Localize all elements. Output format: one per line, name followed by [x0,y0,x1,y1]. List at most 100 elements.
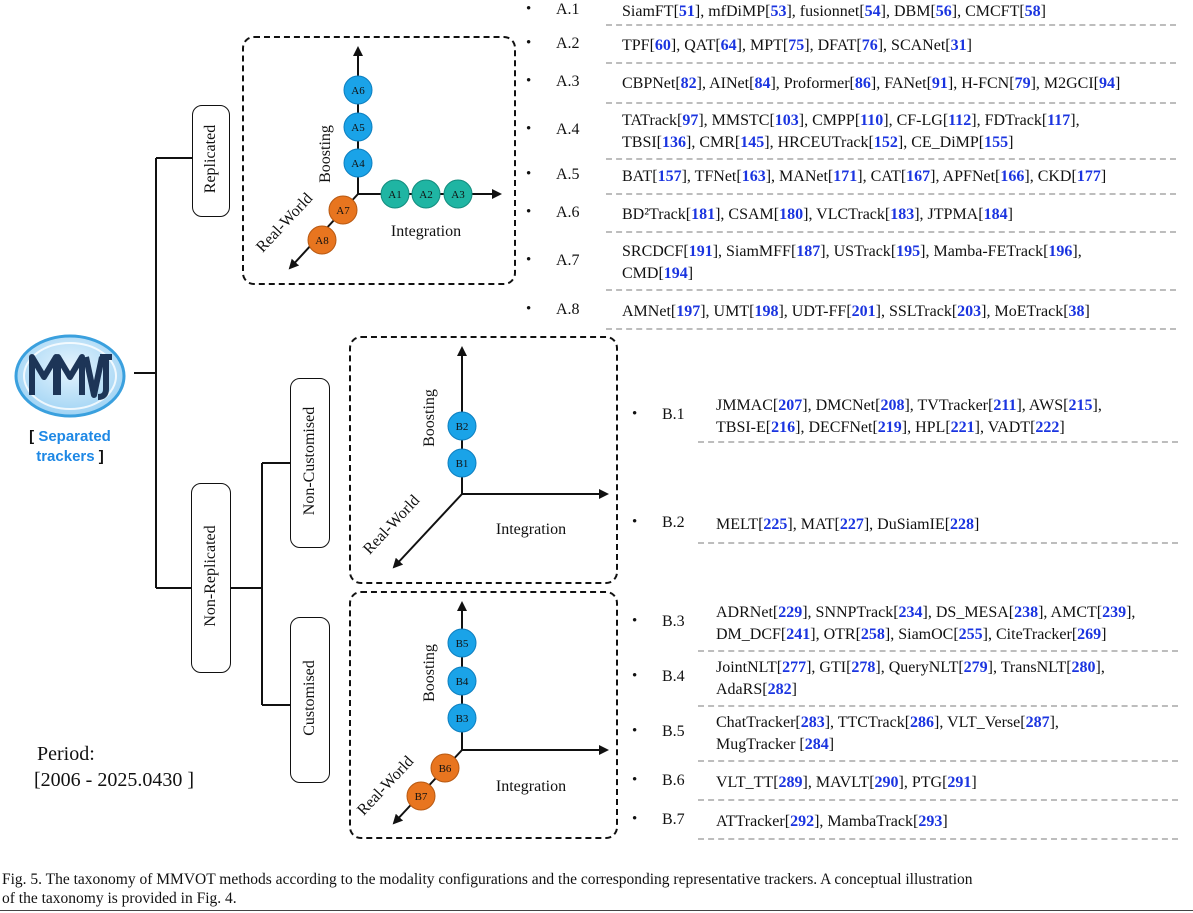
citation-number[interactable]: 293 [918,813,943,830]
citation-number[interactable]: 282 [767,681,792,698]
citation-number[interactable]: 64 [720,37,737,54]
citation-number[interactable]: 234 [898,604,923,621]
tracker-row-text: JointNLT[277], GTI[278], QueryNLT[279], … [716,657,1105,701]
citation-number[interactable]: 239 [1102,604,1127,621]
citation-number[interactable]: 180 [779,206,804,223]
citation-number[interactable]: 269 [1077,626,1102,643]
tracker-row-line: BAT[157], TFNet[163], MANet[171], CAT[16… [622,168,1107,185]
citation-number[interactable]: 117 [1047,112,1071,129]
citation-number[interactable]: 79 [1014,75,1031,92]
citation-number[interactable]: 75 [788,37,805,54]
citation-number[interactable]: 136 [662,134,686,151]
citation-number[interactable]: 171 [833,168,858,185]
citation-number[interactable]: 51 [678,3,695,20]
citation-number[interactable]: 191 [688,243,713,260]
citation-number[interactable]: 280 [1071,659,1096,676]
citation-number[interactable]: 208 [880,397,905,414]
svg-text:A3: A3 [451,189,465,201]
mmvot-logo [14,333,126,419]
citation-number[interactable]: 227 [839,516,864,533]
citation-number[interactable]: 145 [740,134,765,151]
citation-number[interactable]: 278 [851,659,876,676]
citation-number[interactable]: 258 [860,626,885,643]
replicated-diagram-frame [242,36,516,285]
svg-text:B6: B6 [439,763,452,775]
citation-number[interactable]: 291 [947,774,972,791]
citation-number[interactable]: 187 [796,243,821,260]
row-id: A.5 [556,166,580,183]
non-customised-label: Non-Customised [301,406,318,516]
citation-number[interactable]: 183 [890,206,915,223]
citation-number[interactable]: 216 [771,419,796,436]
tracker-row-line: BD²Track[181], CSAM[180], VLCTrack[183],… [622,206,1013,223]
tracker-row-text: VLT_TT[289], MAVLT[290], PTG[291] [716,772,977,794]
citation-number[interactable]: 177 [1076,168,1101,185]
row-separator [606,231,1176,233]
node-a1: A1 [380,179,410,209]
node-a8: A8 [307,225,337,255]
citation-number[interactable]: 110 [860,112,884,129]
citation-number[interactable]: 277 [782,659,807,676]
tracker-row-text: SiamFT[51], mfDiMP[53], fusionnet[54], D… [622,1,1046,23]
citation-number[interactable]: 215 [1068,397,1093,414]
citation-number[interactable]: 56 [935,3,952,20]
citation-number[interactable]: 255 [958,626,983,643]
citation-number[interactable]: 229 [778,604,803,621]
citation-number[interactable]: 195 [896,243,921,260]
citation-number[interactable]: 221 [950,419,975,436]
row-separator [698,441,1178,443]
citation-number[interactable]: 31 [950,37,967,54]
bottom-rule [0,910,1193,911]
caption-line-1: Fig. 5. The taxonomy of MMVOT methods ac… [2,871,973,888]
list-bullet: • [632,772,638,788]
citation-number[interactable]: 53 [770,3,787,20]
citation-number[interactable]: 157 [657,168,682,185]
logo-caption: [ Separated trackers ] [20,427,120,467]
citation-number[interactable]: 103 [774,112,799,129]
citation-number[interactable]: 219 [877,419,902,436]
citation-number[interactable]: 38 [1068,303,1085,320]
svg-text:A2: A2 [419,189,432,201]
citation-number[interactable]: 184 [983,206,1008,223]
citation-number[interactable]: 91 [931,75,948,92]
citation-number[interactable]: 194 [663,265,688,282]
citation-number[interactable]: 181 [691,206,716,223]
row-id: B.7 [662,811,685,828]
citation-number[interactable]: 166 [1000,168,1025,185]
citation-number[interactable]: 54 [864,3,881,20]
citation-number[interactable]: 197 [676,303,701,320]
citation-number[interactable]: 292 [790,813,815,830]
citation-number[interactable]: 76 [861,37,878,54]
citation-number[interactable]: 84 [754,75,771,92]
citation-number[interactable]: 203 [957,303,982,320]
citation-number[interactable]: 286 [910,714,935,731]
citation-number[interactable]: 82 [680,75,697,92]
citation-number[interactable]: 283 [800,714,825,731]
citation-number[interactable]: 94 [1099,75,1115,92]
citation-number[interactable]: 228 [950,516,975,533]
citation-number[interactable]: 225 [763,516,788,533]
citation-number[interactable]: 287 [1025,714,1050,731]
citation-number[interactable]: 155 [984,134,1009,151]
citation-number[interactable]: 167 [906,168,931,185]
citation-number[interactable]: 241 [786,626,811,643]
citation-number[interactable]: 163 [741,168,766,185]
citation-number[interactable]: 97 [682,112,699,129]
citation-number[interactable]: 152 [873,134,898,151]
citation-number[interactable]: 86 [854,75,871,92]
citation-number[interactable]: 207 [778,397,803,414]
citation-number[interactable]: 284 [804,736,829,753]
citation-number[interactable]: 112 [948,112,972,129]
citation-number[interactable]: 196 [1048,243,1073,260]
citation-number[interactable]: 238 [1014,604,1039,621]
citation-number[interactable]: 60 [654,37,671,54]
non-customised-box: Non-Customised [290,378,330,548]
citation-number[interactable]: 198 [754,303,779,320]
citation-number[interactable]: 290 [874,774,899,791]
citation-number[interactable]: 279 [963,659,988,676]
citation-number[interactable]: 289 [778,774,803,791]
citation-number[interactable]: 201 [851,303,876,320]
citation-number[interactable]: 211 [993,397,1017,414]
citation-number[interactable]: 222 [1035,419,1060,436]
citation-number[interactable]: 58 [1024,3,1041,20]
